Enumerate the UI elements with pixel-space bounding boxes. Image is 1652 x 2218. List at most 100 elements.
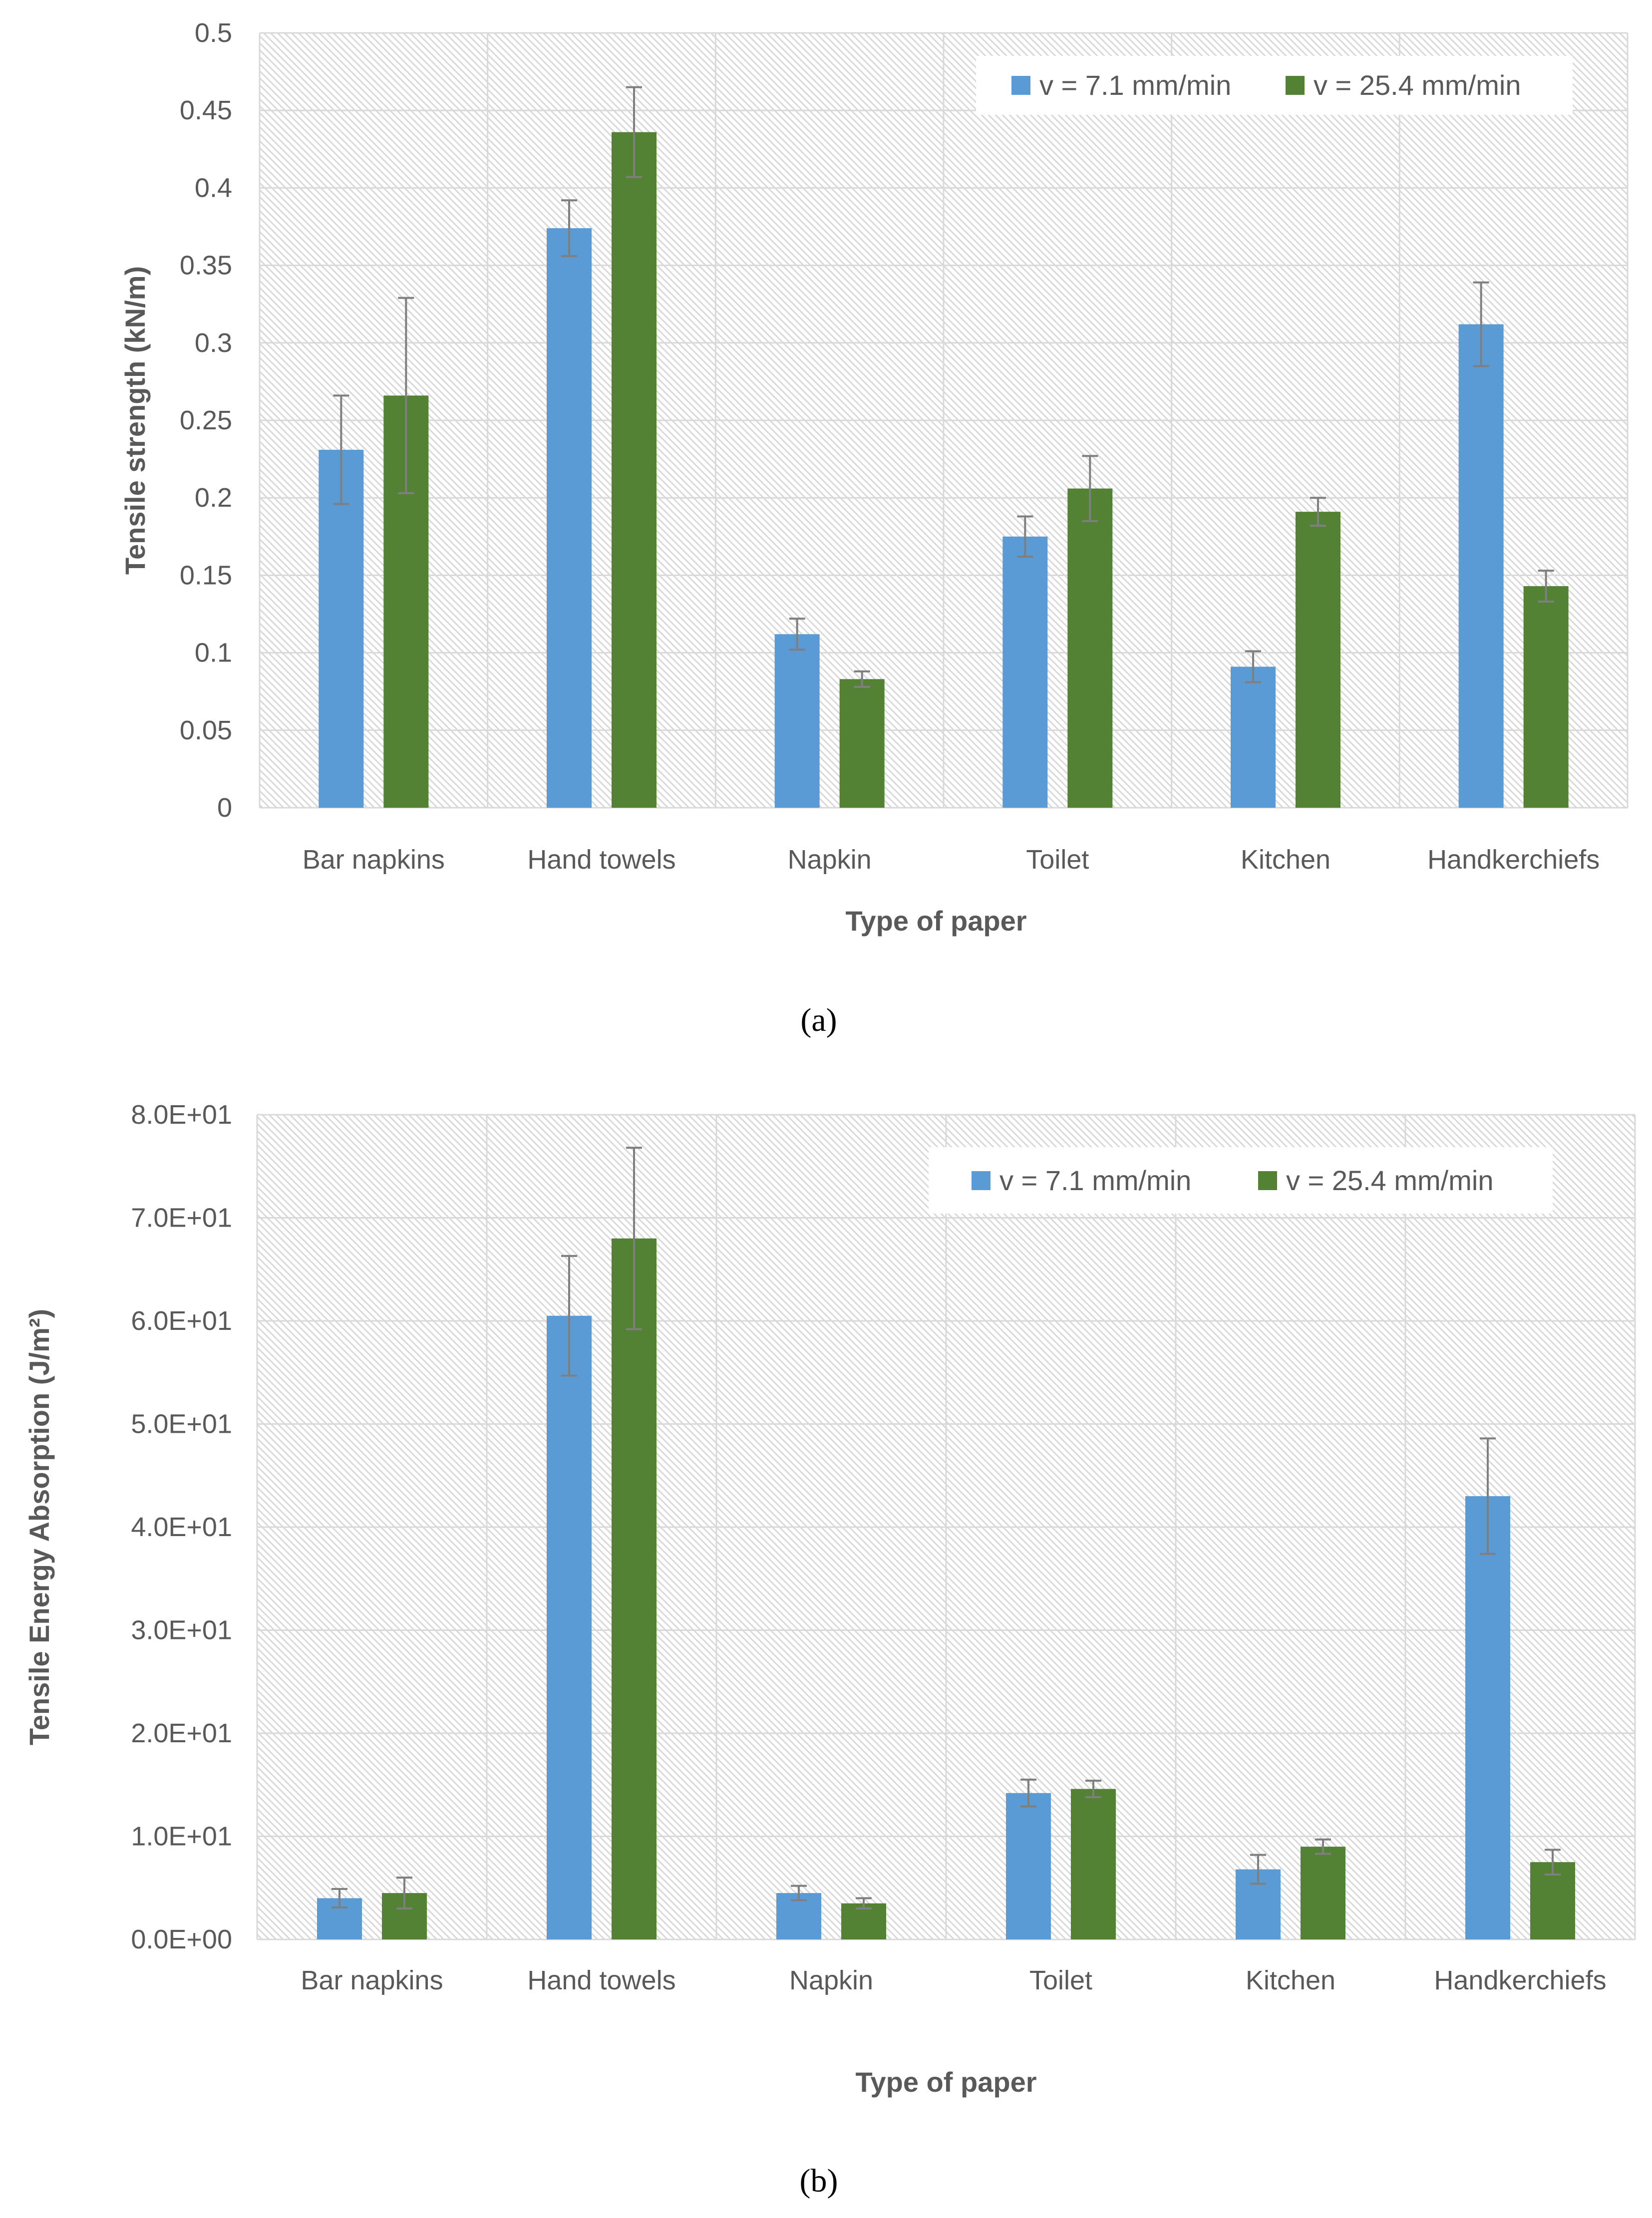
chart-b-x-tick-label: Napkin — [789, 1965, 873, 1995]
chart-a-error-bar-series-2 — [1082, 455, 1098, 522]
chart-a-x-tick-label: Toilet — [1026, 845, 1089, 875]
chart-a-y-tick-label: 0.3 — [195, 328, 232, 358]
chart-b-y-tick-label: 8.0E+01 — [131, 1100, 232, 1130]
chart-a-x-tick-label: Bar napkins — [303, 845, 445, 875]
chart-a-x-tick-label: Handkerchiefs — [1427, 845, 1600, 875]
chart-a-error-bar-series-1 — [789, 618, 805, 651]
chart-a-bar-series-1 — [1231, 666, 1276, 808]
chart-a-bars — [319, 132, 1569, 808]
chart-a-y-tick-label: 0.45 — [180, 95, 232, 125]
chart-b-error-bar-series-1 — [331, 1888, 347, 1908]
chart-a-y-tick-label: 0.5 — [195, 18, 232, 48]
chart-a-error-bar-series-2 — [854, 670, 870, 688]
chart-a-x-tick-label: Napkin — [788, 845, 872, 875]
chart-a-bar-series-1 — [1002, 536, 1048, 808]
chart-b-y-tick-label: 5.0E+01 — [131, 1409, 232, 1439]
chart-a-legend-box — [976, 56, 1573, 115]
chart-a-error-bar-series-1 — [561, 199, 577, 257]
chart-b-error-bar-series-2 — [856, 1897, 872, 1910]
chart-b-error-bar-series-2 — [1315, 1838, 1331, 1855]
chart-a-y-tick-label: 0.2 — [195, 483, 232, 513]
chart-b: 0.0E+00 1.0E+01 2.0E+01 3.0E+01 4.0E+01 5.0E+… — [23, 1100, 1636, 2199]
chart-b-bar-series-1 — [1006, 1793, 1051, 1939]
chart-b-bars — [317, 1238, 1575, 1939]
chart-b-error-bars — [331, 1147, 1561, 1910]
chart-b-error-bar-series-2 — [626, 1147, 642, 1330]
chart-a-error-bar-series-1 — [1245, 650, 1261, 683]
chart-a-bar-series-1 — [547, 228, 592, 808]
chart-a-error-bar-series-2 — [398, 297, 414, 494]
chart-b-legend: v = 7.1 mm/min v = 25.4 mm/min — [929, 1147, 1553, 1214]
chart-b-error-bar-series-1 — [791, 1885, 807, 1901]
chart-b-bar-series-1 — [1465, 1496, 1510, 1939]
chart-a-y-tick-label: 0.35 — [180, 251, 232, 281]
chart-a-error-bar-series-2 — [1538, 570, 1554, 603]
chart-a-legend-swatch-2 — [1286, 76, 1305, 95]
chart-a-y-tick-label: 0.4 — [195, 173, 232, 203]
chart-a-bar-series-2 — [839, 679, 885, 808]
chart-a-y-ticks: 0 0.05 0.1 0.15 0.2 0.25 0.3 0.35 0.4 0.45 0.5 — [180, 18, 232, 823]
chart-a-error-bars — [333, 86, 1554, 688]
chart-b-error-bar-series-2 — [1085, 1779, 1101, 1799]
chart-a-bar-series-1 — [319, 449, 364, 808]
chart-b-error-bar-series-2 — [1545, 1849, 1561, 1876]
chart-b-y-axis-title: Tensile Energy Absorption (J/m²) — [23, 1309, 55, 1745]
chart-a-bar-series-2 — [612, 132, 657, 808]
chart-b-x-tick-label: Bar napkins — [301, 1965, 443, 1995]
chart-a-caption: (a) — [800, 1002, 837, 1038]
chart-b-y-tick-label: 0.0E+00 — [131, 1924, 232, 1954]
chart-a-x-tick-label: Hand towels — [527, 845, 675, 875]
chart-b-y-tick-label: 4.0E+01 — [131, 1512, 232, 1542]
chart-b-error-bar-series-1 — [1480, 1437, 1496, 1555]
chart-a-bar-series-2 — [1523, 586, 1569, 808]
chart-a-y-tick-label: 0.1 — [195, 638, 232, 668]
chart-b-error-bar-series-2 — [396, 1877, 412, 1910]
chart-b-x-tick-label: Kitchen — [1246, 1965, 1335, 1995]
chart-b-legend-box — [929, 1147, 1553, 1214]
chart-b-y-tick-label: 6.0E+01 — [131, 1306, 232, 1336]
chart-a-error-bar-series-2 — [1310, 497, 1326, 527]
chart-a-bar-series-1 — [774, 634, 820, 808]
chart-a-y-tick-label: 0.05 — [180, 715, 232, 745]
chart-a-bar-series-2 — [1067, 488, 1113, 808]
chart-a-error-bar-series-1 — [1017, 515, 1033, 558]
chart-a-y-tick-label: 0.25 — [180, 405, 232, 435]
chart-a-error-bar-series-2 — [626, 86, 642, 178]
chart-a: 0 0.05 0.1 0.15 0.2 0.25 0.3 0.35 0.4 0.45 0.5 Bar… — [119, 18, 1629, 1038]
chart-b-legend-label-2: v = 25.4 mm/min — [1286, 1165, 1493, 1196]
chart-b-x-ticks: Bar napkins Hand towels Napkin Toilet Kitche… — [301, 1965, 1606, 1995]
chart-b-bar-series-1 — [547, 1315, 592, 1939]
chart-b-bar-series-2 — [612, 1238, 657, 1939]
chart-a-error-bar-series-1 — [333, 394, 349, 505]
chart-b-y-tick-label: 7.0E+01 — [131, 1203, 232, 1233]
chart-b-x-axis-title: Type of paper — [855, 2066, 1036, 2098]
chart-b-error-bar-series-1 — [1250, 1854, 1266, 1885]
chart-b-y-tick-label: 3.0E+01 — [131, 1615, 232, 1645]
chart-a-x-axis-title: Type of paper — [845, 905, 1026, 937]
chart-b-x-tick-label: Handkerchiefs — [1434, 1965, 1606, 1995]
chart-a-y-tick-label: 0 — [217, 793, 232, 823]
chart-a-error-bar-series-1 — [1473, 281, 1489, 367]
chart-b-y-ticks: 0.0E+00 1.0E+01 2.0E+01 3.0E+01 4.0E+01 5.0E+… — [131, 1100, 232, 1954]
chart-a-legend-label-2: v = 25.4 mm/min — [1314, 69, 1521, 101]
chart-a-legend-swatch-1 — [1011, 76, 1030, 95]
chart-b-gridlines — [256, 1114, 1636, 1940]
chart-b-legend-swatch-1 — [972, 1171, 991, 1190]
chart-b-bar-series-2 — [1301, 1847, 1345, 1939]
chart-a-x-tick-label: Kitchen — [1241, 845, 1330, 875]
chart-b-caption: (b) — [800, 2163, 838, 2199]
chart-a-bar-series-1 — [1458, 324, 1504, 808]
chart-b-legend-swatch-2 — [1258, 1171, 1277, 1190]
chart-a-y-axis-title: Tensile strength (kN/m) — [119, 266, 151, 575]
chart-a-y-tick-label: 0.15 — [180, 560, 232, 590]
chart-b-error-bar-series-1 — [561, 1255, 577, 1377]
chart-b-x-tick-label: Toilet — [1029, 1965, 1092, 1995]
chart-a-legend-label-1: v = 7.1 mm/min — [1039, 69, 1231, 101]
chart-b-error-bar-series-1 — [1020, 1778, 1036, 1808]
chart-b-legend-label-1: v = 7.1 mm/min — [999, 1165, 1191, 1196]
chart-b-y-tick-label: 2.0E+01 — [131, 1718, 232, 1748]
chart-b-x-tick-label: Hand towels — [527, 1965, 675, 1995]
chart-a-bar-series-2 — [1296, 512, 1340, 808]
chart-a-x-ticks: Bar napkins Hand towels Napkin Toilet Kitche… — [303, 845, 1600, 875]
